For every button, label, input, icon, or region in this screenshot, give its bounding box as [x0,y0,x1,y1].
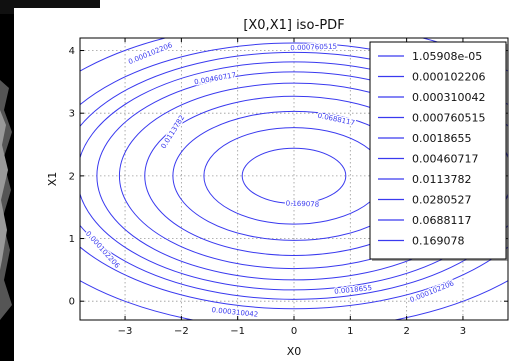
contour-line [80,42,508,310]
legend: 1.05908e-05 0.000102206 0.000310042 0.00076… [369,41,508,261]
contour-line [241,147,347,204]
y-tick-label: 1 [69,234,75,245]
y-tick-label: 0 [69,297,75,308]
contour-line [80,61,508,291]
y-axis-label: X1 [46,172,59,187]
x-axis-label: X0 [287,345,302,358]
legend-label: 0.00460717 [412,153,478,166]
y-tick-label: 2 [69,171,75,182]
contour-line [80,51,508,300]
x-tick-label: −2 [174,326,189,337]
legend-label: 0.000760515 [412,112,485,125]
x-tick-label: 3 [460,326,466,337]
legend-box [369,41,507,260]
contour-inline-label: 0.000760515 [290,43,337,53]
legend-label: 0.000102206 [412,71,485,84]
legend-label: 0.0688117 [412,214,472,227]
y-tick-label: 3 [69,109,75,120]
x-tick-label: 1 [347,326,353,337]
contour-inline-label: 0.169078 [286,199,320,208]
y-tick-label: 4 [69,46,75,57]
legend-label: 0.000310042 [412,91,485,104]
x-tick-label: −1 [230,326,245,337]
x-tick-label: −3 [118,326,133,337]
chart-title: [X0,X1] iso-PDF [243,18,344,33]
legend-label: 0.0113782 [412,173,472,186]
legend-label: 1.05908e-05 [412,50,482,63]
background-photo-texture [0,80,12,320]
legend-label: 0.0280527 [412,194,472,207]
x-axis-ticks: −3 −2 −1 0 1 2 3 [118,38,466,337]
legend-label: 0.169078 [412,235,465,248]
x-tick-label: 2 [403,326,409,337]
legend-label: 0.0018655 [412,132,472,145]
x-tick-label: 0 [291,326,297,337]
